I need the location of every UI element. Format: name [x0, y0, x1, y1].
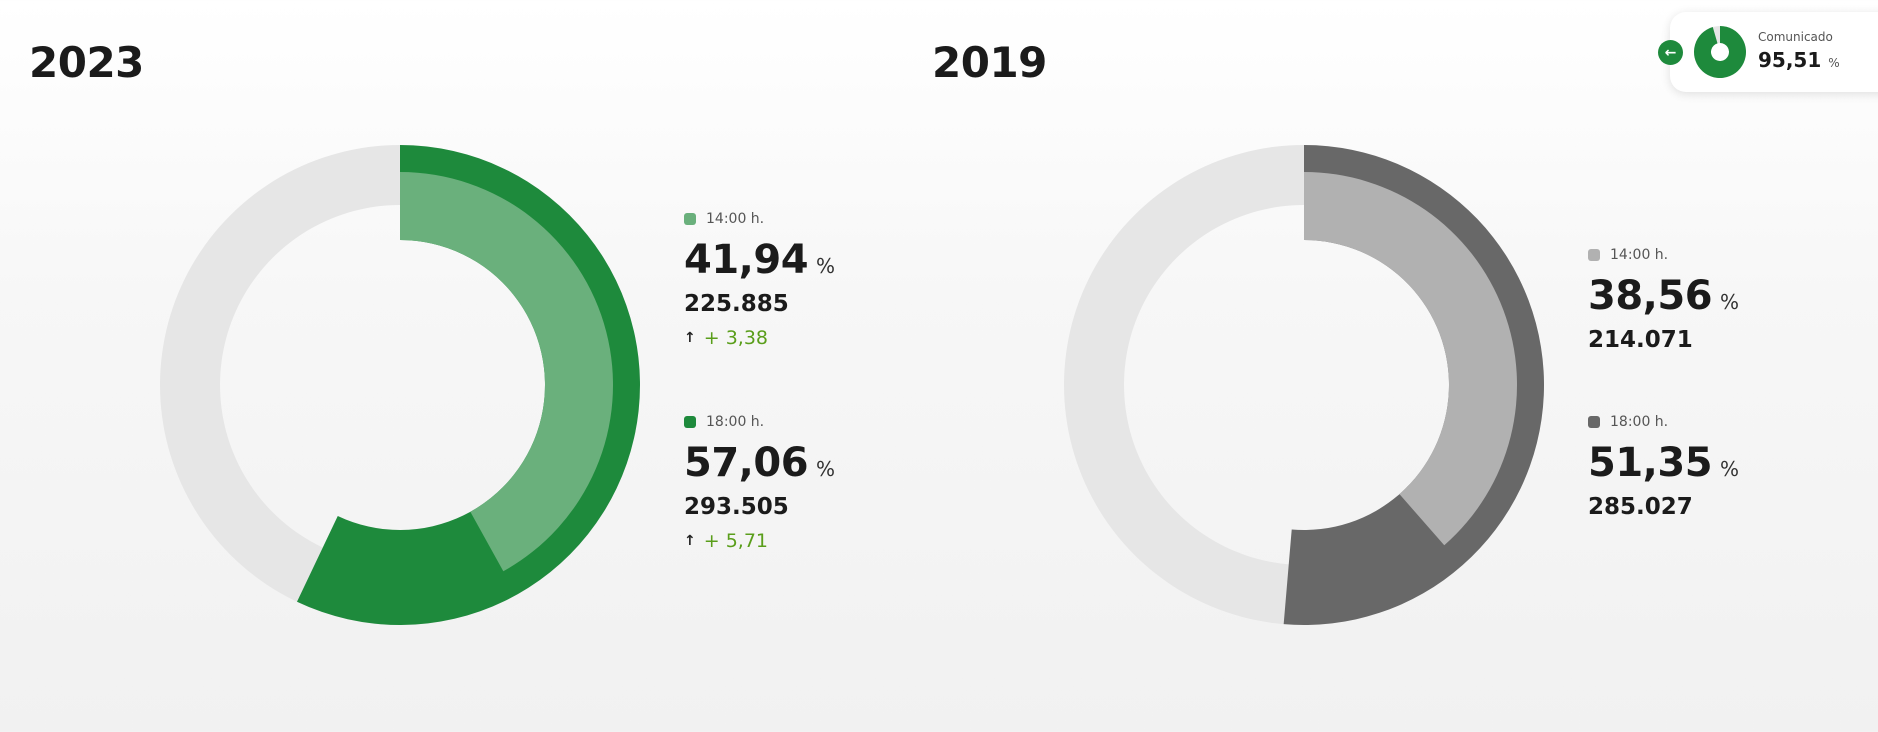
percent-sign: %	[816, 457, 836, 481]
legend-2019-1400: 14:00 h. 38,56 % 214.071	[1588, 247, 1739, 353]
vote-count: 293.505	[684, 494, 789, 520]
donut-chart-2019	[1064, 145, 1544, 625]
arrow-up-icon: ↑	[684, 330, 696, 346]
donut-chart-2023	[160, 145, 640, 625]
donut-segment-14:00 h.	[400, 172, 613, 572]
data-label-percent: 57,06	[684, 440, 809, 486]
legend-2019-1800: 18:00 h. 51,35 % 285.027	[1588, 414, 1739, 520]
legend-swatch	[684, 416, 696, 428]
delta-value: + 5,71	[703, 530, 768, 552]
percent-sign: %	[1720, 290, 1740, 314]
legend-label: 18:00 h.	[706, 414, 765, 430]
arrow-left-icon: ←	[1664, 44, 1677, 61]
legend-label: 14:00 h.	[1610, 247, 1669, 263]
data-label-percent: 51,35	[1588, 440, 1713, 486]
delta-value: + 3,38	[703, 327, 768, 349]
title-2019: 2019	[932, 38, 1047, 87]
legend-swatch	[1588, 416, 1600, 428]
badge-value: 95,51	[1758, 48, 1822, 72]
legend-label: 18:00 h.	[1610, 414, 1669, 430]
arrow-up-icon: ↑	[684, 533, 696, 549]
donut-segment-14:00 h.	[1304, 172, 1517, 546]
mini-donut-chart	[1694, 26, 1746, 78]
legend-swatch	[1588, 249, 1600, 261]
delta: ↑ + 5,71	[684, 530, 835, 552]
delta: ↑ + 3,38	[684, 327, 835, 349]
vote-count: 285.027	[1588, 494, 1693, 520]
percent-sign: %	[1720, 457, 1740, 481]
legend-2023-1800: 18:00 h. 57,06 % 293.505 ↑ + 5,71	[684, 414, 835, 552]
back-button[interactable]: ←	[1658, 40, 1683, 65]
badge-label: Comunicado	[1758, 30, 1833, 44]
legend-label: 14:00 h.	[706, 211, 765, 227]
legend-swatch	[684, 213, 696, 225]
mini-donut-segment	[1694, 26, 1746, 78]
title-2023: 2023	[29, 38, 144, 87]
data-label-percent: 41,94	[684, 237, 809, 283]
comunicado-badge: Comunicado 95,51 %	[1670, 12, 1878, 92]
vote-count: 225.885	[684, 291, 789, 317]
vote-count: 214.071	[1588, 327, 1693, 353]
percent-sign: %	[816, 254, 836, 278]
percent-sign: %	[1828, 56, 1840, 70]
data-label-percent: 38,56	[1588, 273, 1713, 319]
legend-2023-1400: 14:00 h. 41,94 % 225.885 ↑ + 3,38	[684, 211, 835, 349]
